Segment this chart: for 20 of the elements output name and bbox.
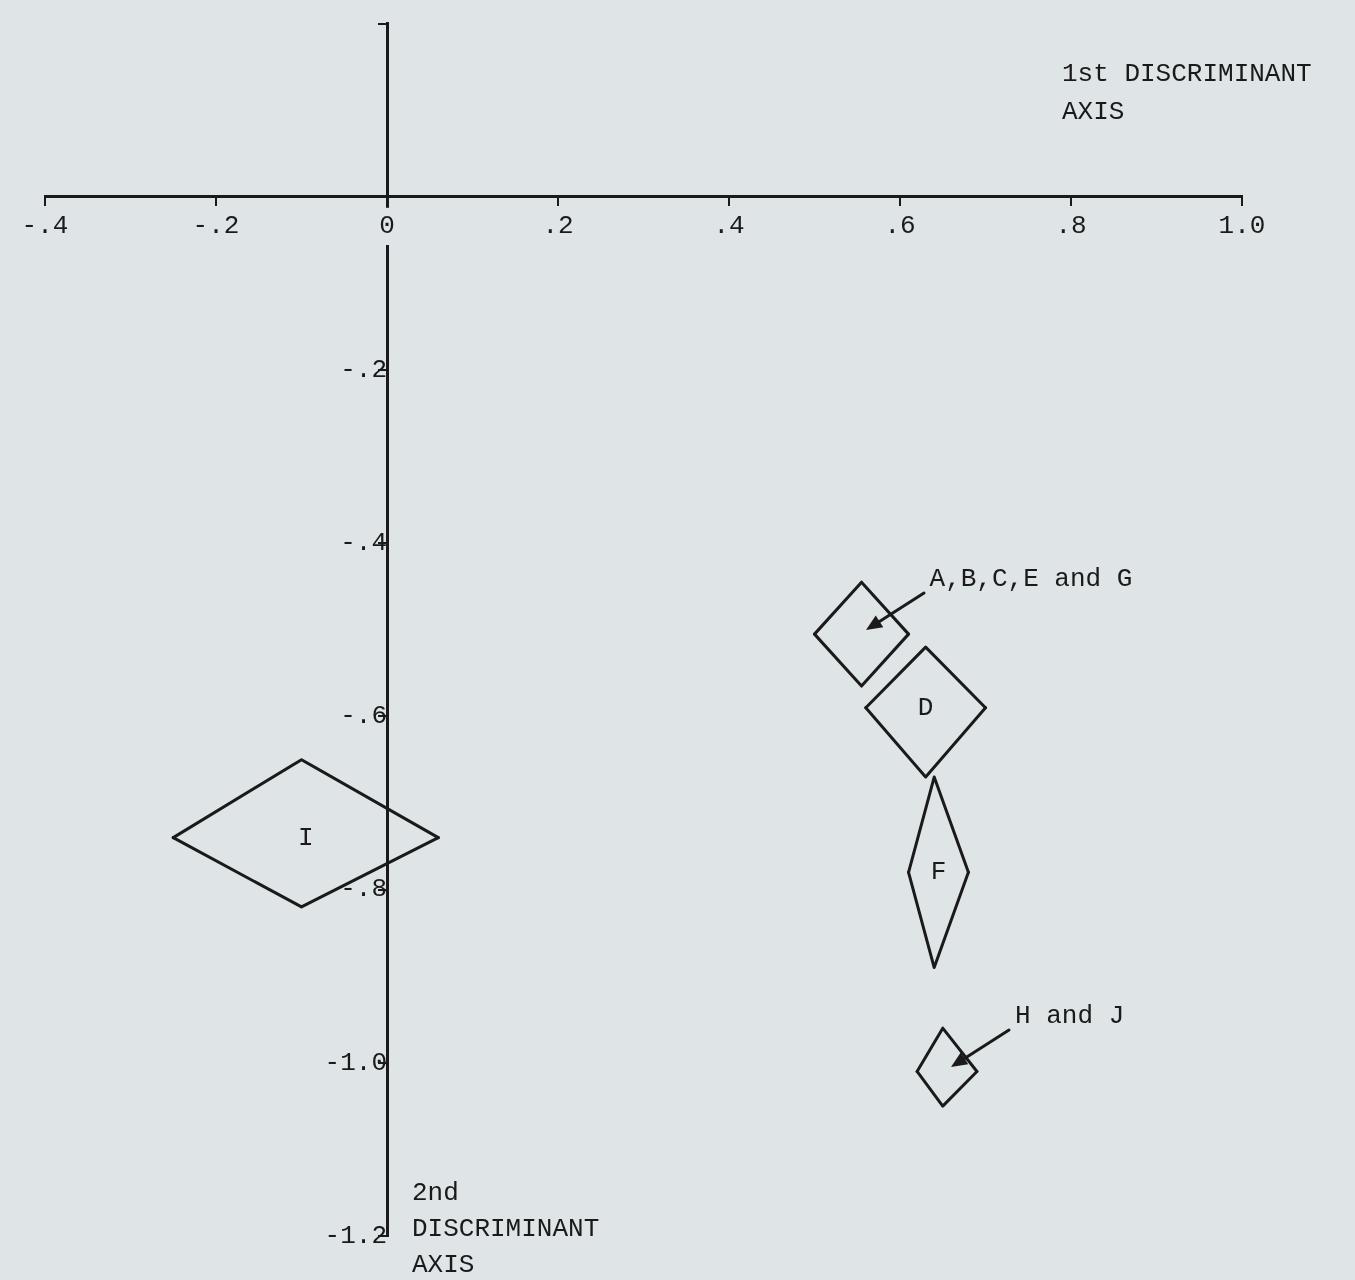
x-tick-label: .8 [1055,211,1087,242]
x-tick-label: .4 [713,211,745,242]
series-label: A,B,C,E and G [929,564,1133,595]
y-tick-label: -.6 [340,701,387,732]
y-tick-label: -.4 [340,528,387,559]
y-axis-title: 2nd DISCRIMINANT AXIS [412,1177,600,1280]
series-label: I [297,822,314,853]
y-tick-label: -1.0 [324,1047,387,1078]
x-tick-label: .6 [884,211,916,242]
x-tick-label: -.2 [192,211,240,242]
series-label: D [917,692,934,723]
series-label: F [930,857,947,888]
x-tick-label: -.4 [21,211,69,242]
x-tick-label: 1.0 [1218,211,1266,242]
x-axis-title: 1st DISCRIMINANT AXIS [1062,58,1312,127]
y-tick-label: -.8 [340,874,387,905]
y-tick-label: -1.2 [324,1220,387,1251]
x-tick-label: .2 [542,211,574,242]
text: H and J [1015,1001,1125,1032]
x-tick-label: 0 [379,211,395,242]
